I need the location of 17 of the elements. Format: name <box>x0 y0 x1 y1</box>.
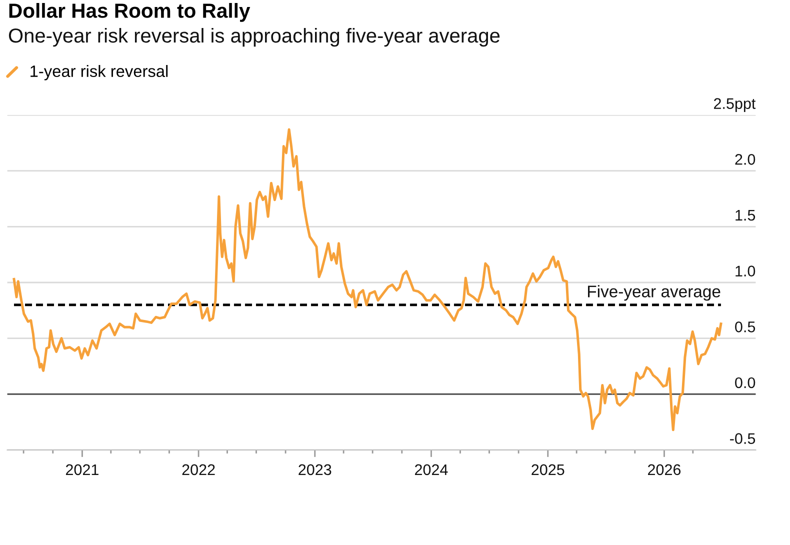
x-tick-label: 2023 <box>298 464 332 476</box>
y-tick-label: 1.5 <box>736 210 756 221</box>
chart-title: Dollar Has Room to Rally <box>9 3 250 22</box>
chart-subtitle: One-year risk reversal is approaching five-year average <box>8 28 500 47</box>
y-tick-label: 0.5 <box>735 321 756 332</box>
x-tick-label: 2022 <box>182 464 215 476</box>
ref-line-label: Five-year average <box>588 285 720 301</box>
y-tick-label: 0.0 <box>735 377 756 388</box>
y-tick-label: -0.5 <box>730 433 756 444</box>
x-tick-label: 2025 <box>532 464 564 476</box>
y-tick-label: 2.0 <box>735 154 756 165</box>
y-tick-label: 1.0 <box>736 266 756 276</box>
x-tick-label: 2024 <box>415 464 448 476</box>
y-tick-label: 2.5ppt <box>714 98 756 112</box>
x-tick-label: 2021 <box>66 464 98 476</box>
legend-label: 1-year risk reversal <box>30 65 168 80</box>
x-tick-label: 2026 <box>648 464 681 476</box>
